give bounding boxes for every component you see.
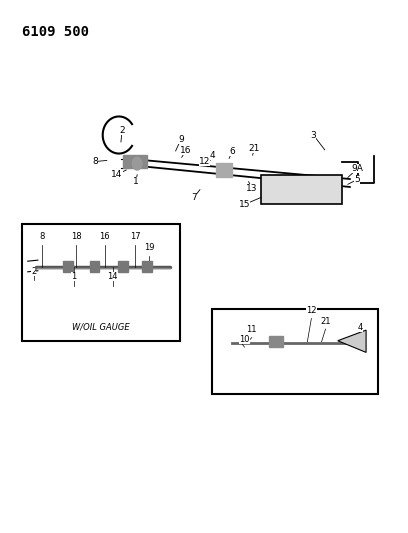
Text: 3: 3 xyxy=(310,131,316,140)
Text: 13: 13 xyxy=(246,183,257,192)
Bar xyxy=(22,224,180,341)
Text: 19: 19 xyxy=(144,243,155,252)
Text: 12: 12 xyxy=(306,306,317,316)
Bar xyxy=(63,261,73,272)
Text: 14: 14 xyxy=(111,170,122,179)
Text: 14: 14 xyxy=(108,272,118,281)
Text: 7: 7 xyxy=(191,193,197,202)
Text: 10: 10 xyxy=(239,335,250,344)
Bar xyxy=(261,175,342,204)
Text: 8: 8 xyxy=(39,232,44,241)
Text: 9A: 9A xyxy=(351,165,363,173)
Text: 21: 21 xyxy=(248,144,260,154)
Bar xyxy=(90,261,100,272)
Text: 2: 2 xyxy=(119,126,125,135)
Bar xyxy=(118,261,128,272)
Text: 6: 6 xyxy=(229,147,235,156)
Text: 16: 16 xyxy=(180,147,191,156)
Text: 1: 1 xyxy=(133,177,139,186)
Text: 4: 4 xyxy=(209,151,215,160)
Text: 1: 1 xyxy=(71,272,76,281)
Bar xyxy=(216,163,233,177)
Text: 6109 500: 6109 500 xyxy=(22,25,89,39)
Text: 5: 5 xyxy=(354,175,360,184)
Text: 4: 4 xyxy=(357,323,363,332)
Text: 18: 18 xyxy=(71,232,82,241)
Text: W/OIL GAUGE: W/OIL GAUGE xyxy=(72,322,129,331)
Circle shape xyxy=(132,157,142,170)
Text: 9: 9 xyxy=(178,135,184,144)
Text: 16: 16 xyxy=(100,232,110,241)
Text: 8: 8 xyxy=(93,157,98,166)
Text: 2: 2 xyxy=(31,267,36,276)
Bar xyxy=(269,336,283,347)
Text: 15: 15 xyxy=(239,200,250,209)
Bar xyxy=(142,261,152,272)
Text: 21: 21 xyxy=(320,317,331,326)
Text: 17: 17 xyxy=(130,232,140,241)
Text: 11: 11 xyxy=(246,325,257,334)
Bar xyxy=(212,309,378,394)
Bar xyxy=(123,155,147,168)
Polygon shape xyxy=(338,330,366,352)
Text: 12: 12 xyxy=(199,157,211,166)
